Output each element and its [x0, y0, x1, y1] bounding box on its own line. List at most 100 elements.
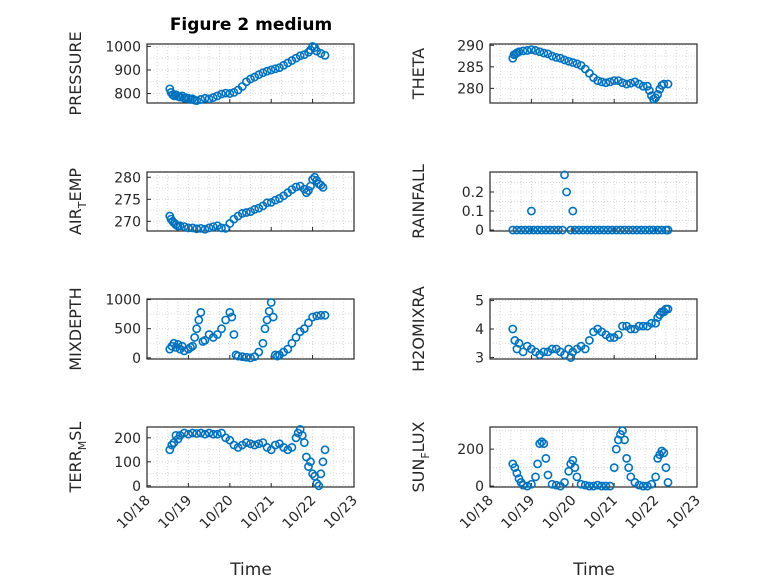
axes-frame-rainfall [489, 171, 698, 232]
data-point [632, 225, 642, 235]
data-point [609, 76, 619, 86]
data-point [316, 49, 326, 58]
data-point [582, 225, 592, 235]
data-point [560, 170, 569, 180]
data-point [661, 463, 671, 473]
data-point [508, 225, 518, 235]
data-point [587, 225, 596, 235]
data-point [560, 55, 569, 65]
data-point [295, 51, 305, 61]
data-point [663, 304, 673, 314]
data-point [299, 324, 309, 334]
y-tick-label-theta: 280 [457, 81, 484, 97]
data-point [304, 47, 313, 57]
data-point [237, 352, 247, 362]
data-point [663, 79, 673, 89]
data-point [605, 481, 615, 491]
data-point [618, 78, 627, 88]
y-tick-label-mixdepth: 1000 [105, 293, 141, 309]
data-point [537, 437, 547, 447]
data-point [634, 480, 644, 490]
data-point [564, 56, 574, 66]
y-axis-label-sun: SUNFLUX [409, 421, 432, 492]
data-point [595, 225, 605, 235]
data-point [657, 225, 667, 235]
y-tick-label-rainfall: 0 [475, 223, 484, 239]
y-axis-label-pressure: PRESSURE [66, 31, 85, 115]
data-point [522, 46, 532, 55]
y-tick-label-rainfall: 0.1 [462, 204, 484, 220]
data-point [254, 70, 264, 80]
axes-frame-terr [146, 426, 355, 488]
data-point [601, 481, 611, 491]
y-axis-label-air: AIRTEMP [66, 168, 89, 235]
data-point [551, 52, 561, 62]
x-axis-label-right: Time [572, 560, 615, 580]
data-point [250, 440, 260, 450]
data-point [609, 463, 619, 473]
data-point [597, 481, 607, 491]
y-axis-label-main: H2OMIXRA [409, 286, 428, 372]
y-tick-label-theta: 285 [457, 60, 484, 76]
data-point [212, 330, 222, 339]
data-point [537, 225, 547, 235]
panel-theta: 280 285 290 THETA [409, 38, 698, 104]
data-point [196, 223, 206, 233]
data-point [260, 324, 270, 334]
data-point [634, 321, 644, 331]
data-point [527, 479, 536, 489]
data-point [270, 195, 280, 205]
data-point [308, 469, 317, 479]
data-point [647, 479, 656, 489]
y-axis-label-main: MIXDEPTH [66, 287, 85, 370]
data-point [644, 86, 654, 95]
y-tick-label-terr: 100 [114, 455, 141, 471]
data-point [638, 321, 648, 331]
data-point [642, 81, 652, 91]
data-point [175, 221, 185, 231]
axes-frame-air [146, 171, 355, 232]
y-tick-label-sun: 200 [457, 442, 484, 458]
data-point [628, 225, 638, 235]
data-point [204, 428, 214, 438]
y-tick-label-terr: 0 [132, 479, 141, 495]
data-point [306, 457, 315, 467]
data-point [642, 481, 652, 491]
data-point [531, 472, 540, 482]
data-point [258, 68, 268, 78]
data-point [572, 472, 582, 482]
data-point [246, 439, 255, 449]
data-point [510, 463, 520, 473]
data-point [576, 479, 586, 489]
data-point [514, 47, 524, 57]
y-tick-label-pressure: 800 [114, 87, 141, 103]
data-point [533, 459, 543, 469]
data-point [194, 315, 204, 325]
data-point [624, 463, 634, 473]
data-point [570, 463, 580, 473]
panel-pressure: 800 900 1000 PRESSURE [66, 31, 355, 116]
data-point [301, 188, 311, 198]
data-point [638, 481, 648, 491]
y-axis-label-main: PRESSURE [66, 31, 85, 115]
data-point [208, 429, 218, 439]
data-point [217, 324, 226, 334]
y-axis-label-tail: EMP [66, 168, 85, 202]
y-tick-label-sun: 0 [475, 479, 484, 495]
data-point [607, 225, 617, 235]
y-tick-label-rainfall: 0.2 [462, 185, 484, 201]
data-point [545, 225, 555, 235]
y-tick-label-theta: 290 [457, 38, 484, 54]
data-point [531, 46, 540, 55]
data-point [651, 472, 660, 482]
data-point [188, 341, 197, 351]
data-point [611, 225, 621, 235]
data-point [308, 312, 317, 322]
data-point [200, 429, 210, 439]
data-point [316, 469, 326, 479]
y-axis-label-h2omixra: H2OMIXRA [409, 286, 428, 372]
data-point [574, 225, 584, 235]
data-point [268, 312, 278, 322]
data-point [225, 307, 235, 317]
